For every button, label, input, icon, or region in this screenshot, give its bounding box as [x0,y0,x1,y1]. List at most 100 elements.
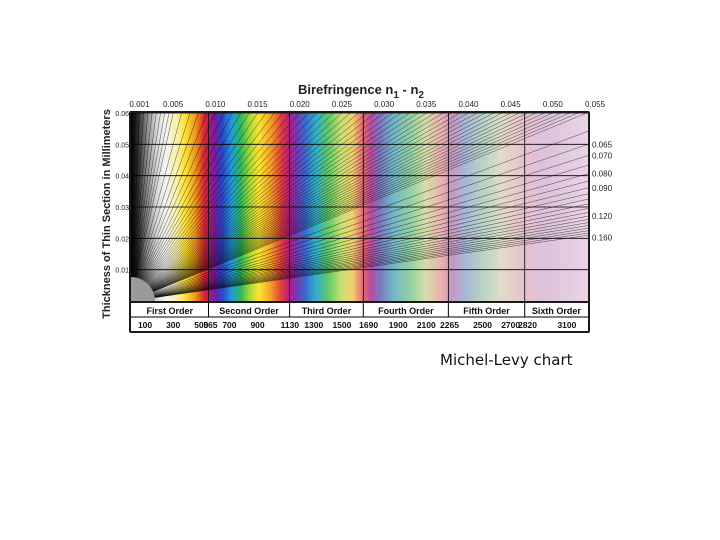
y-tick-label: 0.01 [115,268,129,275]
birefringence-line [131,113,153,301]
birefringence-line [131,225,588,301]
retardation-label: 100 [138,320,152,330]
birefringence-line [131,113,385,301]
retardation-label: 1690 [359,320,378,330]
birefringence-line [131,113,149,301]
birefringence-line [131,203,588,301]
birefringence-line [131,113,309,301]
birefringence-line [131,113,359,301]
birefringence-line [131,113,435,301]
birefringence-line [131,113,157,301]
birefringence-line [131,222,588,301]
y-tick-label: 0.05 [115,142,129,149]
birefringence-line [131,131,588,301]
birefringence-line [131,180,588,301]
retardation-label: 565 [203,320,217,330]
retardation-label: 2820 [518,320,537,330]
birefringence-line [131,113,267,301]
retardation-label: 2500 [473,320,492,330]
birefringence-line [131,232,588,301]
birefringence-line [131,113,199,301]
birefringence-line [131,113,418,301]
order-label: Third Order [302,306,352,316]
retardation-label: 500 [194,320,208,330]
birefringence-line [131,113,511,301]
order-label: Fourth Order [378,306,434,316]
birefringence-line [131,113,553,301]
birefringence-line [131,230,588,301]
birefringence-line [131,113,461,301]
retardation-label: 1900 [389,320,408,330]
top-birefringence-label: 0.030 [374,100,395,109]
y-tick-label: 0.03 [115,205,129,212]
top-birefringence-label: 0.001 [129,100,150,109]
right-birefringence-labels: 0.065 0.070 0.080 0.090 0.120 0.160 [592,140,613,242]
birefringence-line [131,113,161,301]
birefringence-line [131,173,588,301]
right-birefringence-label: 0.070 [592,152,613,161]
birefringence-line [131,113,562,301]
birefringence-line [131,113,427,301]
retardation-label: 1500 [332,320,351,330]
birefringence-line [131,212,588,301]
retardation-label: 1300 [304,320,323,330]
birefringence-line [131,235,588,301]
retardation-label: 3100 [557,320,576,330]
birefringence-line [131,113,537,301]
birefringence-lines [131,113,588,301]
birefringence-line [131,113,503,301]
birefringence-line [131,113,250,301]
birefringence-line [131,113,241,301]
y-tick-label: 0.02 [115,236,129,243]
retardation-label: 700 [222,320,236,330]
retardation-label: 2265 [440,320,459,330]
chart-title: Birefringence n1 - n2 [298,82,424,101]
birefringence-line [131,113,326,301]
right-birefringence-label: 0.120 [592,212,613,221]
order-label: Fifth Order [463,306,510,316]
birefringence-line [131,113,182,301]
birefringence-line [131,113,317,301]
birefringence-line [131,193,588,301]
birefringence-line [131,228,588,301]
birefringence-line [131,113,334,301]
top-birefringence-label: 0.025 [332,100,353,109]
order-label: First Order [146,306,193,316]
y-tick-label: 0.06 [115,111,129,118]
top-birefringence-label: 0.045 [501,100,522,109]
top-birefringence-label: 0.020 [290,100,311,109]
top-birefringence-label: 0.050 [543,100,564,109]
birefringence-line [131,144,588,301]
birefringence-line [131,113,191,301]
birefringence-line [131,113,587,301]
birefringence-line [131,113,444,301]
birefringence-line [131,113,528,301]
birefringence-line [131,113,275,301]
birefringence-line [131,187,588,301]
retardation-label: 1130 [281,320,300,330]
order-labels: First Order Second Order Third Order Fourth… [131,303,588,318]
birefringence-line [131,113,478,301]
birefringence-line [131,155,588,301]
grid [131,113,588,301]
origin-quarter-circle [131,277,155,301]
birefringence-line [131,113,520,301]
top-birefringence-label: 0.040 [458,100,479,109]
birefringence-line [131,113,174,301]
birefringence-line [131,113,494,301]
top-birefringence-label: 0.015 [248,100,269,109]
birefringence-line [131,113,393,301]
birefringence-line [131,113,402,301]
birefringence-line [131,215,588,301]
right-birefringence-label: 0.080 [592,170,613,179]
birefringence-line [131,219,588,301]
birefringence-line [131,113,144,301]
birefringence-line [131,113,343,301]
retardation-label: 300 [166,320,180,330]
top-birefringence-label: 0.035 [416,100,437,109]
top-birefringence-label: 0.005 [163,100,184,109]
birefringence-line [131,113,376,301]
top-birefringence-label: 0.010 [205,100,226,109]
